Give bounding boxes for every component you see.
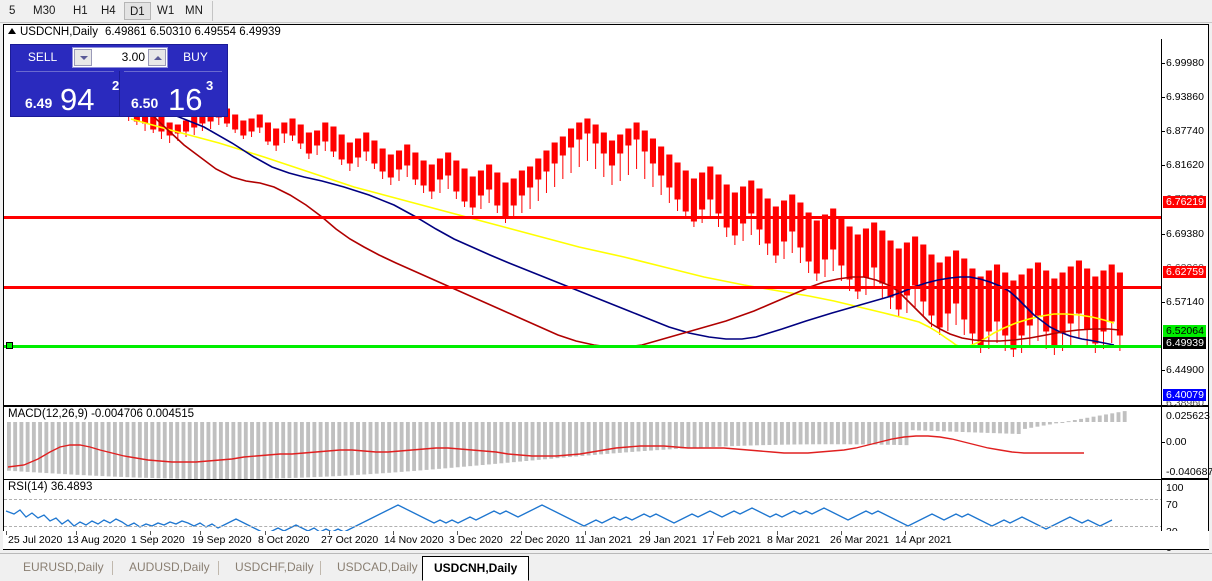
- tab-usdcad[interactable]: USDCAD,Daily: [337, 560, 418, 574]
- tab-audusd[interactable]: AUDUSD,Daily: [129, 560, 210, 574]
- chart-tab-bar: EURUSD,Daily AUDUSD,Daily USDCHF,Daily U…: [0, 553, 1212, 581]
- sell-underline: [16, 71, 114, 72]
- date-tick: 13 Aug 2020: [67, 534, 126, 546]
- tab-usdchf[interactable]: USDCHF,Daily: [235, 560, 314, 574]
- sell-price-main: 94: [60, 82, 95, 117]
- volume-stepper[interactable]: 3.00: [72, 47, 168, 68]
- one-click-trade-panel[interactable]: SELL 3.00 BUY 6.49 94 2 6.50 16 3: [10, 44, 228, 117]
- date-tick: 8 Oct 2020: [258, 534, 310, 546]
- macd-scale-max: 0.025623: [1166, 410, 1210, 422]
- sell-price-point: 2: [112, 78, 120, 93]
- chart-symbol-label: USDCNH,Daily: [20, 26, 98, 38]
- collapse-triangle-icon[interactable]: [8, 28, 16, 34]
- buy-price-main: 16: [168, 82, 203, 117]
- price-scale[interactable]: 6.99980 6.93860 6.87740 6.81620 6.75500 …: [1161, 39, 1212, 553]
- date-tick: 3 Dec 2020: [449, 534, 503, 546]
- trade-panel-top-row: SELL 3.00 BUY: [11, 45, 227, 71]
- price-label-resistance-1[interactable]: 6.76219: [1163, 196, 1206, 208]
- date-tick: 29 Jan 2021: [639, 534, 697, 546]
- chart-header: USDCNH,Daily 6.49861 6.50310 6.49554 6.49…: [4, 25, 281, 39]
- volume-value[interactable]: 3.00: [121, 50, 145, 64]
- price-label-resistance-2[interactable]: 6.62759: [1163, 266, 1206, 278]
- price-tick: 6.99980: [1166, 57, 1204, 69]
- price-tick: 6.93860: [1166, 91, 1204, 103]
- timeframe-m5[interactable]: 5: [9, 5, 16, 17]
- sell-button[interactable]: SELL: [27, 50, 58, 64]
- timeframe-m30[interactable]: M30: [33, 5, 56, 17]
- volume-increment-button[interactable]: [148, 49, 166, 66]
- toolbar-separator: [212, 1, 213, 21]
- date-tick: 14 Nov 2020: [384, 534, 444, 546]
- rsi-level-30: [4, 526, 1163, 527]
- date-tick: 27 Oct 2020: [321, 534, 379, 546]
- date-axis[interactable]: 25 Jul 2020 13 Aug 2020 1 Sep 2020 19 Se…: [3, 531, 1209, 549]
- date-tick: 1 Sep 2020: [131, 534, 185, 546]
- scale-divider-2: [1162, 406, 1209, 407]
- tab-eurusd[interactable]: EURUSD,Daily: [23, 560, 104, 574]
- trade-panel-divider: [119, 71, 120, 117]
- date-tick: 26 Mar 2021: [830, 534, 889, 546]
- chevron-down-icon: [80, 56, 88, 60]
- date-tick: 8 Mar 2021: [767, 534, 821, 546]
- buy-price-point: 3: [206, 78, 214, 93]
- rsi-scale-100: 100: [1166, 482, 1184, 494]
- rsi-label: RSI(14) 36.4893: [8, 481, 96, 493]
- chart-ohlc-values: 6.49861 6.50310 6.49554 6.49939: [104, 26, 281, 38]
- support-line-green[interactable]: [4, 345, 1163, 348]
- scale-divider-3: [1162, 478, 1209, 479]
- support-line-green-handle[interactable]: [6, 342, 13, 349]
- chart-canvas-window[interactable]: USDCNH,Daily 6.49861 6.50310 6.49554 6.49…: [3, 24, 1212, 553]
- price-label-support-green[interactable]: 6.52064: [1163, 325, 1206, 337]
- macd-pane[interactable]: MACD(12,26,9) -0.004706 0.004515: [4, 406, 1163, 480]
- price-tick: 6.69380: [1166, 228, 1204, 240]
- rsi-plot: [5, 504, 1113, 535]
- price-label-support-blue[interactable]: 6.40079: [1163, 389, 1206, 401]
- date-tick: 14 Apr 2021: [895, 534, 952, 546]
- scale-divider-1: [1162, 405, 1209, 406]
- macd-scale-zero: 0.00: [1166, 436, 1187, 448]
- volume-decrement-button[interactable]: [74, 49, 92, 66]
- rsi-scale-70: 70: [1166, 499, 1178, 511]
- price-tick: 6.57140: [1166, 296, 1204, 308]
- macd-scale-min: -0.040687: [1166, 466, 1212, 478]
- date-tick: 11 Jan 2021: [575, 534, 633, 546]
- buy-underline: [124, 71, 222, 72]
- buy-price-prefix: 6.50: [131, 95, 159, 111]
- buy-button[interactable]: BUY: [183, 50, 208, 64]
- timeframe-h4[interactable]: H4: [101, 5, 116, 17]
- resistance-line-2[interactable]: [4, 286, 1163, 289]
- tab-usdcnh[interactable]: USDCNH,Daily: [422, 556, 530, 581]
- buy-price-display[interactable]: 6.50 16 3: [123, 73, 225, 117]
- date-tick: 17 Feb 2021: [702, 534, 761, 546]
- price-tick: 6.87740: [1166, 125, 1204, 137]
- rsi-level-70: [4, 499, 1163, 500]
- sell-price-prefix: 6.49: [25, 95, 53, 111]
- timeframe-toolbar: 5 M30 H1 H4 D1 W1 MN: [0, 0, 1212, 23]
- price-label-current: 6.49939: [1163, 337, 1206, 349]
- date-tick: 25 Jul 2020: [8, 534, 63, 546]
- timeframe-h1[interactable]: H1: [73, 5, 88, 17]
- price-pane[interactable]: [4, 39, 1163, 406]
- scale-divider-4: [1162, 479, 1209, 480]
- sell-price-display[interactable]: 6.49 94 2: [15, 73, 120, 117]
- price-tick: 6.38960: [1166, 397, 1204, 409]
- price-tick: 6.81620: [1166, 159, 1204, 171]
- date-tick: 22 Dec 2020: [510, 534, 570, 546]
- timeframe-d1[interactable]: D1: [124, 2, 151, 20]
- macd-plot: [7, 411, 1127, 479]
- price-tick: 6.44900: [1166, 364, 1204, 376]
- macd-label: MACD(12,26,9) -0.004706 0.004515: [8, 408, 198, 420]
- chevron-up-icon: [154, 56, 162, 60]
- timeframe-mn[interactable]: MN: [185, 5, 203, 17]
- timeframe-w1[interactable]: W1: [157, 5, 175, 17]
- resistance-line-1[interactable]: [4, 216, 1163, 219]
- date-tick: 19 Sep 2020: [192, 534, 252, 546]
